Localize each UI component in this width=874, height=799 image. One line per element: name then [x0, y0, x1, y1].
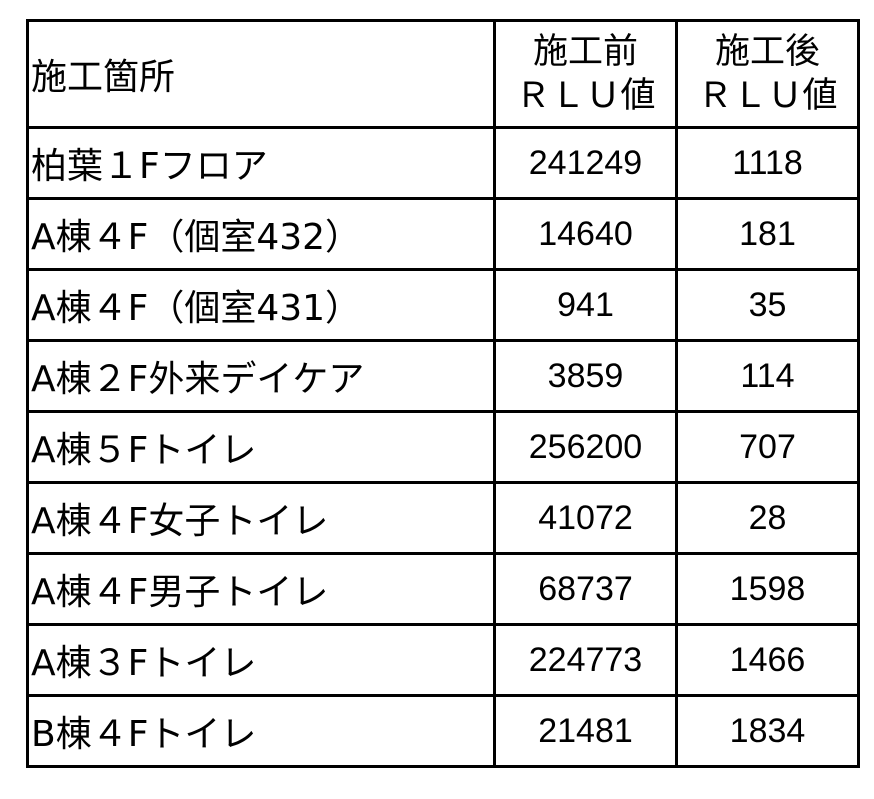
cell-rlu-before: 241249	[493, 126, 678, 200]
cell-location: A棟４F（個室432）	[26, 197, 496, 271]
cell-rlu-before: 68737	[493, 552, 678, 626]
header-after-line2: ＲＬＵ値	[697, 76, 838, 115]
cell-rlu-after: 1466	[675, 623, 860, 697]
header-location: 施工箇所	[26, 19, 496, 129]
cell-rlu-before: 14640	[493, 197, 678, 271]
cell-rlu-after: 114	[675, 339, 860, 413]
cell-location: A棟４F男子トイレ	[26, 552, 496, 626]
cell-location: 柏葉１Fフロア	[26, 126, 496, 200]
cell-rlu-before: 256200	[493, 410, 678, 484]
cell-location: A棟５Fトイレ	[26, 410, 496, 484]
header-before: 施工前 ＲＬＵ値	[493, 19, 678, 129]
cell-rlu-after: 707	[675, 410, 860, 484]
header-before-line2: ＲＬＵ値	[515, 76, 656, 115]
cell-rlu-after: 28	[675, 481, 860, 555]
table-row: A棟５Fトイレ 256200 707	[26, 410, 860, 484]
cell-location: A棟２F外来デイケア	[26, 339, 496, 413]
cell-rlu-after: 35	[675, 268, 860, 342]
cell-location: A棟４F（個室431）	[26, 268, 496, 342]
cell-rlu-before: 3859	[493, 339, 678, 413]
table-row: 柏葉１Fフロア 241249 1118	[26, 126, 860, 200]
cell-rlu-after: 1118	[675, 126, 860, 200]
header-row: 施工箇所 施工前 ＲＬＵ値 施工後 ＲＬＵ値	[26, 19, 860, 129]
table-row: A棟４F男子トイレ 68737 1598	[26, 552, 860, 626]
table-row: A棟２F外来デイケア 3859 114	[26, 339, 860, 413]
cell-rlu-after: 181	[675, 197, 860, 271]
cell-location: B棟４Fトイレ	[26, 694, 496, 768]
cell-rlu-after: 1834	[675, 694, 860, 768]
cell-location: A棟４F女子トイレ	[26, 481, 496, 555]
table-row: A棟４F（個室431） 941 35	[26, 268, 860, 342]
cell-rlu-before: 41072	[493, 481, 678, 555]
cell-rlu-after: 1598	[675, 552, 860, 626]
table-row: A棟４F女子トイレ 41072 28	[26, 481, 860, 555]
header-before-line1: 施工前	[532, 32, 638, 71]
table-row: B棟４Fトイレ 21481 1834	[26, 694, 860, 768]
cell-rlu-before: 21481	[493, 694, 678, 768]
rlu-table: 施工箇所 施工前 ＲＬＵ値 施工後 ＲＬＵ値 柏葉１Fフロア 241249 1118…	[26, 19, 860, 768]
cell-rlu-before: 224773	[493, 623, 678, 697]
cell-location: A棟３Fトイレ	[26, 623, 496, 697]
header-after: 施工後 ＲＬＵ値	[675, 19, 860, 129]
table-row: A棟４F（個室432） 14640 181	[26, 197, 860, 271]
cell-rlu-before: 941	[493, 268, 678, 342]
table-row: A棟３Fトイレ 224773 1466	[26, 623, 860, 697]
header-after-line1: 施工後	[714, 32, 820, 71]
